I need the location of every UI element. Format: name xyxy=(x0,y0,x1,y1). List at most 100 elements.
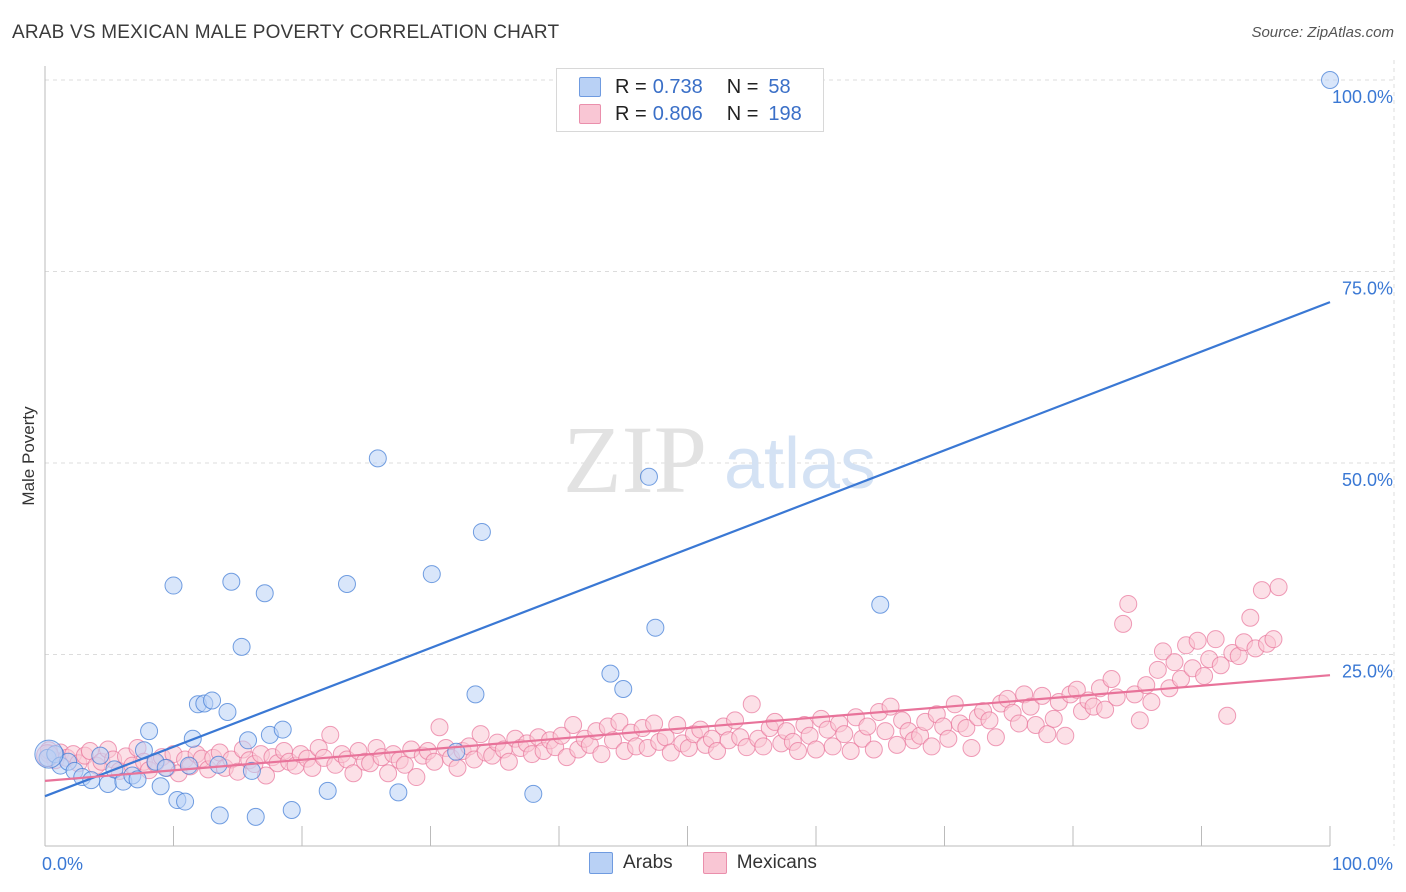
point-mexicans xyxy=(1195,666,1214,685)
watermark-atlas: atlas xyxy=(724,424,876,504)
point-mexicans xyxy=(610,712,629,731)
legend-swatch-mexicans xyxy=(579,104,601,124)
point-arabs xyxy=(1321,71,1339,89)
point-arabs xyxy=(176,792,195,811)
point-mexicans xyxy=(1142,692,1161,711)
legend-box: R = 0.738 N = 58 R = 0.806 N = 198 xyxy=(556,68,824,132)
legend-row-arabs: R = 0.738 N = 58 xyxy=(579,75,791,99)
point-mexicans xyxy=(499,752,518,771)
point-arabs xyxy=(128,770,147,789)
point-mexicans xyxy=(1021,697,1040,716)
point-mexicans xyxy=(1102,670,1121,689)
chart-source: Source: ZipAtlas.com xyxy=(1251,24,1394,41)
point-mexicans xyxy=(379,764,398,783)
bottom-legend-swatch-mexicans xyxy=(702,852,727,874)
point-arabs xyxy=(242,761,261,780)
point-mexicans xyxy=(742,695,761,714)
point-mexicans xyxy=(425,752,444,771)
point-mexicans xyxy=(645,714,664,733)
point-mexicans xyxy=(754,737,773,756)
point-arabs xyxy=(222,572,241,591)
point-mexicans xyxy=(1211,656,1230,675)
point-mexicans xyxy=(887,735,906,754)
point-mexicans xyxy=(1148,660,1167,679)
legend-n-value: 198 xyxy=(768,102,802,125)
bottom-legend-mexicans: Mexicans xyxy=(702,852,817,874)
trendline-mexicans xyxy=(44,674,1331,782)
point-arabs xyxy=(337,575,356,594)
point-mexicans xyxy=(1010,714,1029,733)
point-mexicans xyxy=(1165,653,1184,672)
series-mexicans xyxy=(36,578,1288,787)
point-mexicans xyxy=(471,725,490,744)
watermark: ZIP atlas xyxy=(563,406,876,513)
point-arabs xyxy=(601,664,620,683)
y-tick-label: 25.0% xyxy=(1342,662,1393,682)
point-arabs xyxy=(318,781,337,800)
y-tick-label: 50.0% xyxy=(1342,470,1393,490)
legend-r-value: 0.738 xyxy=(652,75,703,98)
point-mexicans xyxy=(1119,594,1138,613)
point-mexicans xyxy=(876,722,895,741)
point-mexicans xyxy=(1044,709,1063,728)
point-mexicans xyxy=(708,742,727,761)
trendlines xyxy=(44,301,1331,798)
legend-n-value: 58 xyxy=(768,75,791,98)
point-arabs xyxy=(156,758,175,777)
point-mexicans xyxy=(552,726,571,745)
point-mexicans xyxy=(1252,581,1271,600)
point-arabs xyxy=(140,722,159,741)
point-arabs xyxy=(524,784,543,803)
legend-swatch-arabs xyxy=(579,77,601,97)
legend-n-label: N = xyxy=(726,75,759,98)
point-mexicans xyxy=(564,715,583,734)
point-arabs xyxy=(614,679,633,698)
point-arabs-cluster xyxy=(34,739,64,769)
point-mexicans xyxy=(1130,711,1149,730)
x-tick-label: 0.0% xyxy=(42,854,83,874)
bottom-legend-arabs: Arabs xyxy=(589,852,673,874)
bottom-legend-label-arabs: Arabs xyxy=(623,852,673,873)
point-mexicans xyxy=(603,731,622,750)
watermark-zip: ZIP xyxy=(563,406,707,513)
point-arabs xyxy=(203,691,222,710)
point-arabs xyxy=(239,731,258,750)
point-arabs xyxy=(151,777,170,796)
point-mexicans xyxy=(1096,700,1115,719)
point-mexicans xyxy=(789,742,808,761)
bottom-legend-swatch-arabs xyxy=(589,852,614,874)
point-mexicans xyxy=(1218,706,1237,725)
point-mexicans xyxy=(980,711,999,730)
y-tick-label: 100.0% xyxy=(1332,87,1393,107)
point-mexicans xyxy=(807,740,825,759)
point-mexicans xyxy=(592,745,611,764)
point-arabs xyxy=(646,618,665,637)
series-arabs xyxy=(34,71,1339,826)
point-mexicans xyxy=(448,758,467,777)
legend-n-label: N = xyxy=(726,102,759,125)
point-mexicans xyxy=(823,737,842,756)
point-mexicans xyxy=(344,764,363,783)
bottom-legend: Arabs Mexicans xyxy=(0,852,1406,874)
point-arabs xyxy=(255,584,274,603)
trendline-arabs xyxy=(44,301,1331,798)
legend-r-value: 0.806 xyxy=(652,102,703,125)
point-mexicans xyxy=(430,718,449,737)
point-arabs xyxy=(164,576,183,595)
point-mexicans xyxy=(1056,726,1075,745)
point-mexicans xyxy=(321,725,340,744)
point-arabs xyxy=(209,755,228,774)
point-mexicans xyxy=(962,738,981,757)
point-arabs xyxy=(91,746,110,765)
point-mexicans xyxy=(1188,631,1207,650)
point-mexicans xyxy=(922,737,941,756)
point-arabs xyxy=(466,685,485,704)
tick-labels: 25.0% 50.0% 75.0% 100.0% 0.0% 100.0% Male Pove… xyxy=(19,87,1393,874)
legend-r-label: R = xyxy=(615,102,647,125)
point-arabs xyxy=(389,783,408,802)
point-mexicans xyxy=(1114,614,1133,633)
y-tick-label: 75.0% xyxy=(1342,279,1393,299)
point-arabs xyxy=(210,806,229,825)
x-tick-label: 100.0% xyxy=(1332,854,1393,874)
point-mexicans xyxy=(1269,578,1288,597)
